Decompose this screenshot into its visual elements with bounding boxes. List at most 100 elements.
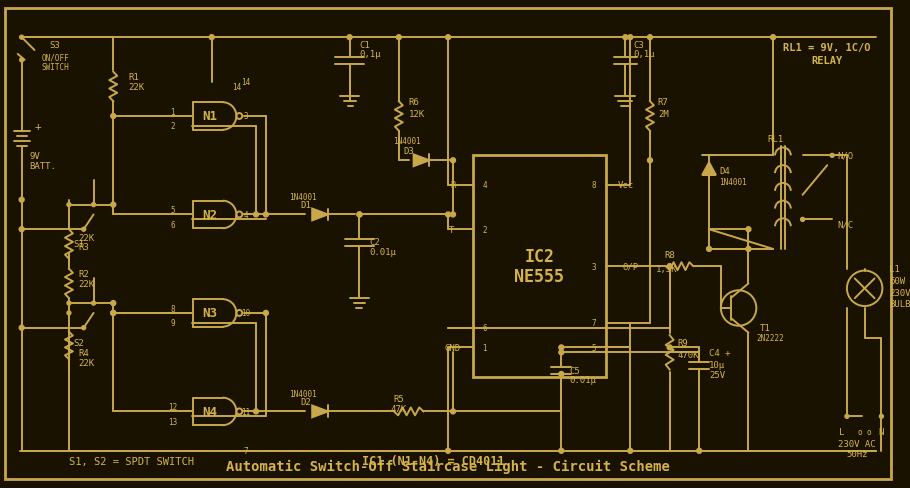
Text: R: R — [450, 181, 456, 190]
Text: C5: C5 — [570, 366, 580, 375]
Text: SWITCH: SWITCH — [41, 63, 69, 72]
Text: 22K: 22K — [79, 279, 95, 288]
Circle shape — [357, 213, 362, 218]
Text: T: T — [449, 225, 454, 234]
Circle shape — [559, 372, 564, 377]
Circle shape — [20, 59, 24, 62]
Text: 1N4001: 1N4001 — [289, 389, 318, 398]
Circle shape — [622, 36, 628, 41]
Text: 230V AC: 230V AC — [838, 440, 875, 448]
Circle shape — [67, 203, 71, 207]
Text: 3: 3 — [244, 112, 248, 121]
Circle shape — [254, 409, 258, 414]
Text: R8: R8 — [664, 250, 675, 259]
Text: 470K: 470K — [678, 350, 699, 359]
Circle shape — [628, 448, 632, 453]
Text: RELAY: RELAY — [812, 56, 843, 66]
Text: C4 +: C4 + — [709, 348, 731, 357]
Text: D3: D3 — [403, 146, 414, 156]
Circle shape — [628, 36, 632, 41]
Text: S1: S1 — [74, 240, 85, 249]
Circle shape — [397, 36, 401, 41]
Text: R9: R9 — [678, 338, 688, 347]
Text: GND: GND — [445, 343, 461, 352]
Text: 4: 4 — [244, 210, 248, 220]
Text: 22K: 22K — [128, 83, 144, 92]
Text: o: o — [866, 427, 871, 436]
Text: C3: C3 — [633, 41, 644, 49]
Circle shape — [19, 325, 25, 330]
Text: S3: S3 — [49, 41, 60, 49]
Text: IC1 (N1-N4) = CD4011: IC1 (N1-N4) = CD4011 — [362, 454, 504, 467]
Text: 1N4001: 1N4001 — [393, 137, 420, 146]
Circle shape — [830, 154, 834, 158]
Circle shape — [92, 302, 96, 305]
Circle shape — [667, 264, 672, 269]
Text: 7: 7 — [592, 319, 596, 327]
Text: R7: R7 — [658, 98, 669, 106]
Text: 0.01μ: 0.01μ — [570, 376, 596, 385]
Text: 22K: 22K — [79, 358, 95, 367]
Text: 0,1μ: 0,1μ — [359, 50, 381, 60]
Text: D1: D1 — [300, 201, 310, 210]
Text: L1: L1 — [889, 264, 900, 274]
Circle shape — [263, 311, 268, 316]
Circle shape — [648, 159, 652, 163]
Text: C1: C1 — [359, 41, 370, 49]
Text: 2: 2 — [170, 122, 175, 131]
Text: 4: 4 — [482, 181, 487, 190]
Text: D4: D4 — [719, 166, 730, 175]
Text: 25V: 25V — [709, 371, 725, 380]
Text: 5: 5 — [592, 343, 596, 352]
Text: 14: 14 — [232, 83, 241, 92]
Text: +: + — [35, 122, 41, 132]
Text: 11: 11 — [241, 407, 251, 416]
Text: o: o — [857, 427, 862, 436]
Circle shape — [697, 448, 702, 453]
Text: 0,1μ: 0,1μ — [633, 50, 654, 60]
Circle shape — [648, 36, 652, 41]
Circle shape — [19, 198, 25, 203]
Polygon shape — [312, 209, 328, 221]
Text: 14: 14 — [241, 78, 251, 87]
Text: 8: 8 — [592, 181, 596, 190]
Circle shape — [111, 301, 116, 306]
Bar — [472, 156, 606, 377]
Text: 22K: 22K — [79, 233, 95, 242]
Text: 0.01μ: 0.01μ — [369, 248, 396, 257]
Circle shape — [111, 311, 116, 316]
Text: N/C: N/C — [837, 221, 854, 229]
Circle shape — [82, 228, 86, 232]
Circle shape — [67, 311, 71, 315]
Text: N/O: N/O — [837, 152, 854, 161]
Polygon shape — [703, 163, 716, 176]
Circle shape — [771, 36, 775, 41]
Circle shape — [111, 114, 116, 119]
Text: 10μ: 10μ — [709, 360, 725, 369]
Text: Vcc: Vcc — [617, 181, 633, 190]
Polygon shape — [414, 155, 430, 167]
Text: 50Hz: 50Hz — [846, 449, 867, 458]
Text: N2: N2 — [202, 208, 217, 222]
Text: RL1: RL1 — [767, 135, 784, 144]
Text: S1, S2 = SPDT SWITCH: S1, S2 = SPDT SWITCH — [69, 456, 194, 466]
Text: 6: 6 — [482, 324, 487, 332]
Text: 1N4001: 1N4001 — [289, 193, 318, 202]
Text: L: L — [839, 427, 844, 436]
Text: 3: 3 — [592, 262, 596, 271]
Polygon shape — [312, 406, 328, 417]
Circle shape — [20, 36, 24, 40]
Circle shape — [82, 326, 86, 330]
Text: R4: R4 — [79, 348, 89, 357]
Text: N4: N4 — [202, 405, 217, 418]
Circle shape — [92, 203, 96, 207]
Text: T1: T1 — [760, 324, 771, 332]
Text: BATT.: BATT. — [29, 162, 56, 170]
Circle shape — [209, 36, 214, 41]
Text: R1: R1 — [128, 73, 138, 82]
Text: R3: R3 — [79, 243, 89, 252]
Circle shape — [111, 203, 116, 207]
Text: C2: C2 — [369, 237, 380, 246]
Text: 5: 5 — [170, 205, 175, 215]
Text: 1N4001: 1N4001 — [719, 178, 746, 187]
